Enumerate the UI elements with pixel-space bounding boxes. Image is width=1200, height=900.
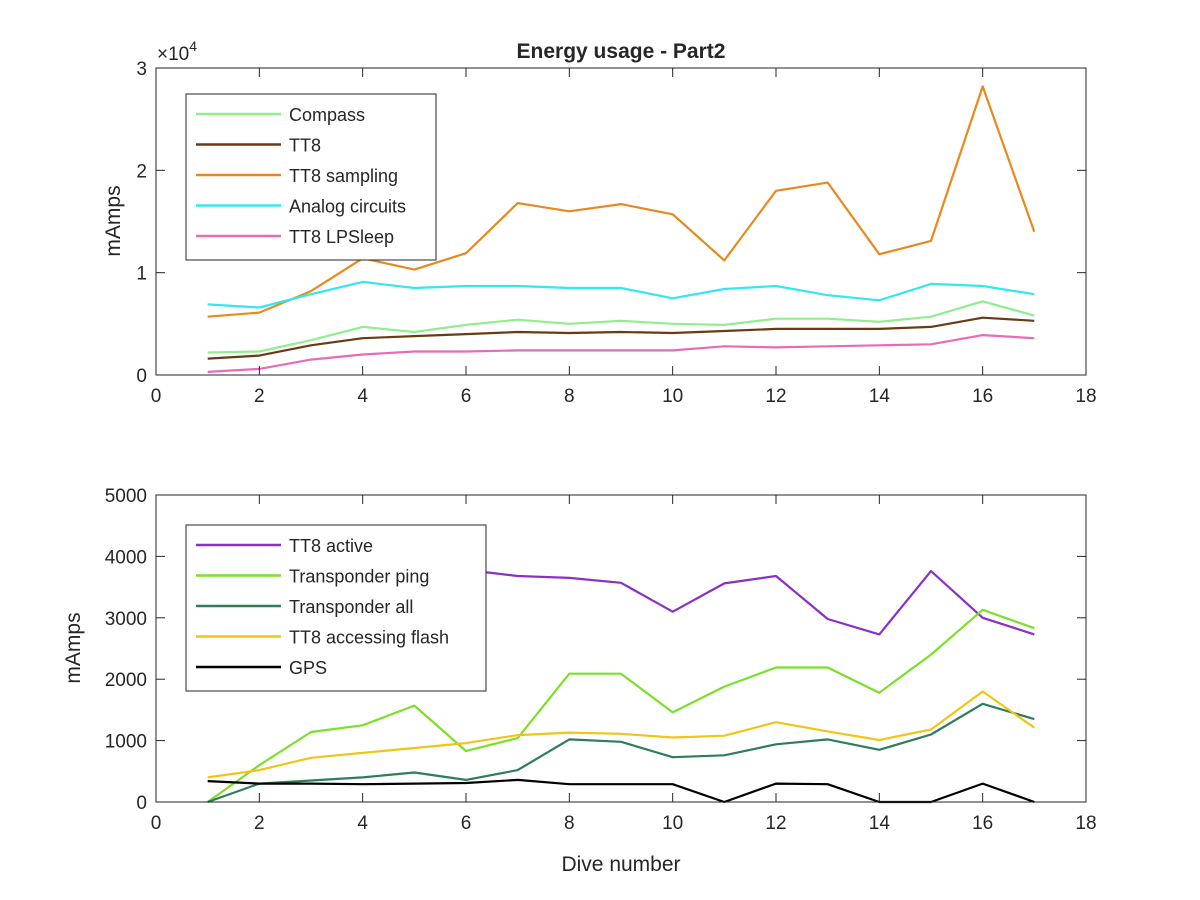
- legend-entry-label: TT8 accessing flash: [289, 628, 449, 648]
- plot-frame-bottom: [155, 494, 1087, 803]
- legend-entry-label: TT8 LPSleep: [289, 227, 394, 247]
- x-tick-label: 16: [972, 386, 993, 407]
- x-tick-label: 2: [254, 386, 265, 407]
- x-tick-label: 10: [662, 386, 683, 407]
- x-tick-label: 8: [564, 813, 575, 834]
- y-tick-label: 1: [136, 264, 147, 285]
- top-plot: Energy usage - Part2 ×104 mAmps 0 2 4 6 8 10 1…: [102, 38, 1097, 407]
- y-exponent-label: ×104: [157, 38, 197, 65]
- svg-text:×104: ×104: [157, 38, 197, 65]
- legend-top: Compass TT8 TT8 sampling Analog circuits TT8…: [185, 93, 437, 261]
- legend-entry-label: Transponder all: [289, 597, 413, 617]
- y-tick-label: 0: [136, 793, 147, 814]
- bottom-plot: mAmps Dive number 0 2 4 6 8 10 12 14 16 18 0 1000 20…: [62, 486, 1097, 876]
- legend-entry-label: GPS: [289, 658, 327, 678]
- ticks-bottom: 0 2 4 6 8 10 12 14 16 18 0 1000 2000 3000 4000 5000: [105, 486, 1097, 834]
- x-axis-label: Dive number: [561, 853, 680, 876]
- series-line-compass: [207, 300, 1035, 354]
- series-line-analog-circuits: [207, 280, 1035, 309]
- legend-entry-label: Transponder ping: [289, 567, 429, 587]
- y-tick-label: 0: [136, 366, 147, 387]
- y-exponent-base: ×10: [157, 44, 189, 65]
- x-tick-label: 4: [357, 386, 368, 407]
- x-tick-label: 8: [564, 386, 575, 407]
- x-tick-label: 14: [869, 813, 891, 834]
- y-axis-label-bottom: mAmps: [62, 612, 85, 683]
- y-tick-label: 5000: [105, 486, 147, 507]
- y-tick-label: 3: [136, 59, 147, 80]
- y-tick-label: 2000: [105, 670, 147, 691]
- legend-entry-label: Compass: [289, 105, 365, 125]
- series-line-tt8-accessing-flash: [207, 690, 1035, 779]
- series-line-transponder-ping: [207, 608, 1035, 803]
- x-tick-label: 6: [461, 386, 472, 407]
- series-line-tt8-sampling: [207, 85, 1036, 318]
- x-tick-label: 10: [662, 813, 683, 834]
- x-tick-label: 4: [357, 813, 368, 834]
- y-tick-label: 3000: [105, 609, 147, 630]
- y-exponent-power: 4: [189, 38, 197, 54]
- series-line-tt8-lpsleep: [207, 334, 1035, 373]
- legend-box: [185, 524, 487, 692]
- series-lines-top: [207, 85, 1036, 373]
- y-tick-label: 2: [136, 161, 147, 182]
- x-tick-label: 18: [1075, 813, 1096, 834]
- legend-box: [185, 93, 437, 261]
- chart-title: Energy usage - Part2: [517, 40, 726, 63]
- legend-entry-label: TT8 active: [289, 536, 373, 556]
- x-tick-label: 0: [151, 386, 162, 407]
- y-tick-label: 1000: [105, 732, 147, 753]
- x-tick-label: 12: [765, 386, 786, 407]
- series-line-transponder-all: [207, 702, 1035, 804]
- x-tick-label: 14: [869, 386, 891, 407]
- plot-frame-top: [155, 67, 1087, 376]
- x-tick-label: 16: [972, 813, 993, 834]
- series-line-tt8: [207, 316, 1035, 360]
- x-tick-label: 0: [151, 813, 162, 834]
- legend-entry-label: TT8 sampling: [289, 166, 398, 186]
- x-tick-label: 6: [461, 813, 472, 834]
- y-axis-label-top: mAmps: [102, 185, 125, 256]
- series-line-tt8-active: [414, 568, 1035, 636]
- y-tick-label: 4000: [105, 547, 147, 568]
- legend-entry-label: Analog circuits: [289, 197, 406, 217]
- legend-entry-label: TT8: [289, 136, 321, 156]
- legend-bottom: TT8 active Transponder ping Transponder al…: [185, 524, 487, 692]
- x-tick-label: 12: [765, 813, 786, 834]
- x-tick-label: 2: [254, 813, 265, 834]
- x-tick-label: 18: [1075, 386, 1096, 407]
